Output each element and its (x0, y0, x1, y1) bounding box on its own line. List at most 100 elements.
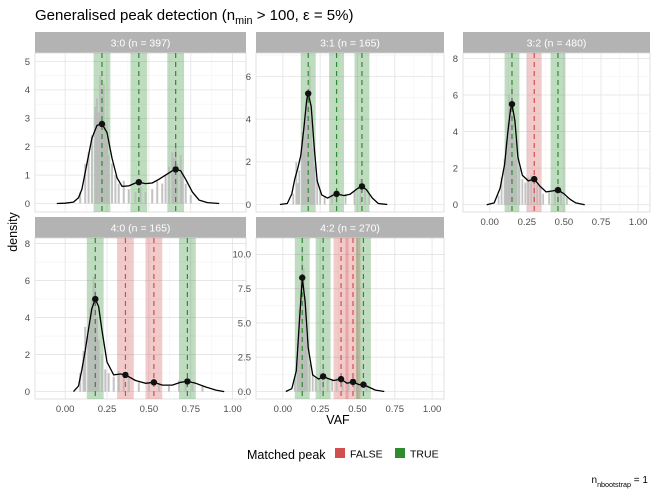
histogram-bar (147, 382, 150, 392)
peak-band (526, 53, 542, 212)
histogram-bar (341, 376, 344, 392)
facet-strip (35, 32, 246, 53)
histogram-bar (319, 189, 322, 205)
histogram-bar (299, 281, 302, 392)
y-tick-label: 5 (25, 57, 30, 68)
histogram-bar (308, 364, 311, 392)
x-tick-label: 0.50 (555, 217, 574, 228)
histogram-bar (527, 177, 530, 205)
histogram-bar (172, 158, 175, 204)
x-axis-title: VAF (326, 413, 350, 427)
peak-band (355, 238, 371, 399)
histogram-bar (326, 377, 329, 392)
bootstrap-caption: nnbootstrap = 1 (592, 475, 649, 489)
facet-panel: 3:0 (n = 397) 0 1 2 3 4 5 (25, 32, 247, 213)
histogram-bar (178, 380, 181, 392)
histogram-bar (506, 122, 509, 205)
text-part: n (592, 475, 598, 486)
histogram-bar (554, 188, 556, 205)
x-tick-label: 0.00 (274, 404, 293, 415)
histogram-bar (296, 343, 299, 392)
y-tick-label: 2 (453, 163, 458, 174)
histogram-bar (548, 191, 550, 205)
histogram-bar (311, 373, 314, 392)
histogram-bar (292, 193, 295, 205)
histogram-bar (184, 382, 187, 392)
facet-strip (463, 32, 650, 53)
histogram-bar (97, 339, 100, 392)
legend: Matched peak FALSE TRUE (247, 448, 439, 462)
x-tick-label: 1.00 (629, 217, 648, 228)
histogram-bar (311, 149, 314, 205)
density-curve (56, 123, 220, 205)
histogram-bar (100, 354, 103, 392)
legend-swatch (335, 448, 345, 458)
histogram-bar (305, 336, 308, 392)
y-tick-label: 8 (453, 54, 458, 65)
y-tick-label: 5.0 (238, 318, 251, 329)
histogram-bar (87, 336, 90, 392)
histogram-bar (184, 183, 187, 204)
density-curve (486, 103, 585, 206)
histogram-bar (167, 166, 170, 204)
text-part: = 1 (631, 475, 648, 486)
peak-band (354, 53, 370, 212)
facet-strip (256, 217, 444, 238)
y-tick-label: 0.0 (238, 387, 251, 398)
peak-point (531, 175, 538, 183)
legend-title: Matched peak (247, 448, 326, 462)
x-tick-label: 0.25 (518, 217, 537, 228)
histogram-bar (335, 377, 338, 392)
peak-point (554, 186, 562, 194)
y-tick-label: 2 (25, 350, 30, 361)
peak-point (172, 166, 179, 173)
histogram-bar (107, 373, 110, 392)
histogram-bar (139, 186, 142, 204)
histogram-bar (95, 317, 98, 392)
facet-strip (35, 217, 246, 238)
y-tick-label: 2.5 (238, 353, 251, 364)
histogram-bar (191, 384, 194, 392)
legend-label: FALSE (350, 449, 383, 461)
histogram-bar (295, 161, 298, 205)
y-tick-label: 4 (25, 85, 30, 96)
peak-band (315, 238, 331, 399)
peak-band (130, 53, 148, 212)
histogram-bar (505, 140, 507, 205)
histogram-bar (127, 376, 130, 392)
x-tick-label: 0.00 (56, 404, 75, 415)
histogram-bar (331, 193, 333, 205)
y-tick-label: 4 (25, 313, 30, 324)
histogram-bar (164, 175, 167, 204)
peak-point (184, 378, 191, 385)
text-subscript: nbootstrap (597, 480, 631, 489)
text-subscript: min (235, 15, 252, 27)
facet-label: 3:2 (n = 480) (527, 38, 587, 50)
histogram-bar (157, 384, 160, 392)
facet-panel: 4:2 (n = 270) 0.0 2.5 5.0 7.5 10.0 0.00 0.25 0.5… (233, 217, 445, 415)
histogram-bar (316, 178, 319, 205)
facet-panel: 3:1 (n = 165) 0 2 4 6 (246, 32, 445, 213)
panel-background (255, 52, 445, 213)
histogram-bar (97, 112, 100, 204)
peak-point (360, 381, 367, 388)
y-tick-label: 1 (25, 170, 30, 181)
histogram-bar (99, 75, 102, 204)
histogram-bar (122, 374, 125, 392)
peak-band (179, 238, 196, 399)
text-part: > 100, ε = 5%) (253, 7, 354, 24)
histogram-bar (167, 386, 170, 392)
histogram-bar (90, 299, 93, 392)
histogram-bar (122, 180, 125, 204)
histogram-bar (565, 197, 568, 205)
histogram-bar (104, 369, 107, 392)
y-tick-label: 6 (453, 90, 458, 101)
peak-point (122, 371, 129, 379)
y-tick-label: 0 (25, 199, 30, 210)
x-tick-label: 0.00 (480, 217, 499, 228)
histogram-bar (92, 276, 95, 392)
histogram-bar (305, 93, 308, 205)
panel-background (255, 237, 445, 400)
